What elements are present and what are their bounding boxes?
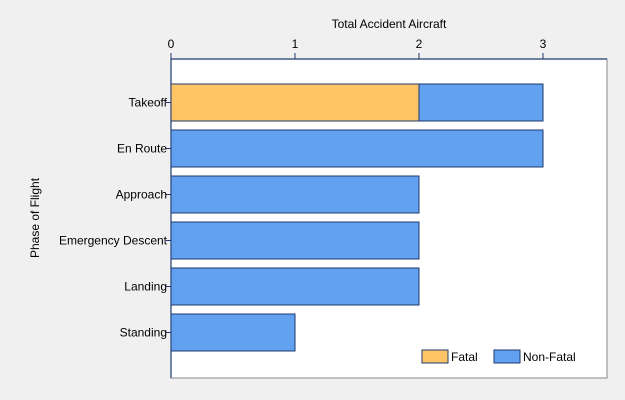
legend: Fatal Non-Fatal (421, 349, 576, 364)
bar-fatal-takeoff (170, 83, 420, 122)
category-label: En Route (117, 142, 167, 156)
bar-non-fatal-takeoff (418, 83, 544, 122)
bar-non-fatal-landing (170, 267, 420, 306)
x-tick-label: 2 (416, 37, 423, 51)
x-tick-label: 1 (292, 37, 299, 51)
legend-label: Fatal (451, 350, 478, 364)
legend-swatch (493, 349, 521, 364)
y-axis-title: Phase of Flight (28, 177, 42, 258)
legend-label: Non-Fatal (523, 350, 576, 364)
bar-non-fatal-emergency-descent (170, 221, 420, 260)
x-tick-label: 0 (168, 37, 175, 51)
category-label: Approach (116, 188, 167, 202)
category-label: Landing (124, 280, 167, 294)
x-axis-title: Total Accident Aircraft (332, 17, 447, 31)
x-tick-label: 3 (540, 37, 547, 51)
bar-non-fatal-en-route (170, 129, 544, 168)
category-label: Takeoff (129, 96, 168, 110)
bar-non-fatal-standing (170, 313, 296, 352)
legend-swatch (421, 349, 449, 364)
category-label: Standing (120, 326, 167, 340)
bar-non-fatal-approach (170, 175, 420, 214)
category-label: Emergency Descent (59, 234, 168, 248)
